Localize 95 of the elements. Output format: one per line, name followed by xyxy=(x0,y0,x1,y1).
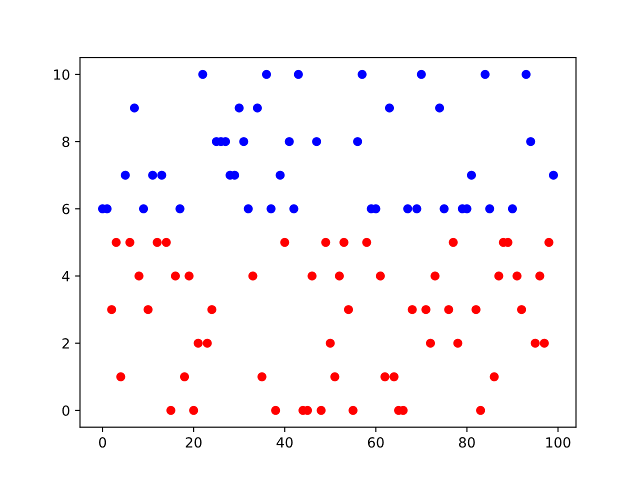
x-tick-label: 80 xyxy=(459,437,475,448)
point xyxy=(252,104,262,112)
point xyxy=(472,305,481,314)
point xyxy=(134,272,144,280)
x-tick-label: 40 xyxy=(276,437,293,448)
point xyxy=(207,305,216,314)
point xyxy=(248,272,258,280)
point xyxy=(144,305,153,314)
point xyxy=(380,372,390,382)
point xyxy=(453,338,462,348)
point xyxy=(162,238,171,247)
point xyxy=(416,70,426,79)
point xyxy=(280,238,290,247)
point xyxy=(485,204,494,214)
y-tick-label: 6 xyxy=(62,204,70,214)
point xyxy=(517,305,526,314)
point xyxy=(166,406,176,415)
point xyxy=(198,70,208,79)
point xyxy=(440,204,449,214)
point xyxy=(339,238,348,247)
point xyxy=(139,204,148,214)
point xyxy=(202,338,212,348)
point xyxy=(175,204,184,214)
point xyxy=(544,238,554,247)
point xyxy=(266,204,276,214)
x-tick-label: 60 xyxy=(368,437,384,448)
y-tick-label: 8 xyxy=(62,136,70,148)
point xyxy=(508,204,517,214)
x-tick-label: 100 xyxy=(546,437,570,448)
x-tick-label: 0 xyxy=(99,437,106,448)
y-tick-label: 10 xyxy=(54,69,70,80)
point xyxy=(130,104,139,112)
point xyxy=(116,372,126,382)
point xyxy=(262,70,272,79)
point xyxy=(344,305,353,314)
point xyxy=(490,372,499,382)
point xyxy=(294,70,303,79)
point xyxy=(316,406,326,415)
point xyxy=(312,137,322,146)
point xyxy=(189,406,198,415)
point xyxy=(358,70,367,79)
point xyxy=(448,238,458,247)
point xyxy=(535,272,544,280)
point xyxy=(330,372,340,382)
point xyxy=(194,338,203,348)
point xyxy=(421,305,430,314)
point xyxy=(348,406,358,415)
point xyxy=(548,170,558,180)
point xyxy=(466,170,476,180)
point xyxy=(180,372,190,382)
point xyxy=(321,238,330,247)
point xyxy=(234,104,244,112)
point xyxy=(308,272,317,280)
point xyxy=(362,238,372,247)
point xyxy=(412,204,422,214)
point xyxy=(403,204,412,214)
point xyxy=(430,272,440,280)
y-tick-label: 4 xyxy=(62,271,70,282)
point xyxy=(326,338,335,348)
point xyxy=(435,104,444,112)
point xyxy=(148,170,158,180)
point xyxy=(157,170,166,180)
point xyxy=(276,170,285,180)
point xyxy=(353,137,362,146)
point xyxy=(284,137,294,146)
point xyxy=(170,272,180,280)
y-tick-label: 0 xyxy=(62,405,70,416)
point xyxy=(112,238,121,247)
y-tick-label: 2 xyxy=(62,338,69,348)
point xyxy=(271,406,280,415)
point xyxy=(540,338,549,348)
point xyxy=(522,70,531,79)
point xyxy=(152,238,162,247)
point xyxy=(244,204,253,214)
point xyxy=(476,406,486,415)
point xyxy=(408,305,417,314)
point xyxy=(390,372,399,382)
point xyxy=(480,70,490,79)
point xyxy=(376,272,385,280)
point xyxy=(526,137,536,146)
point xyxy=(125,238,134,247)
point xyxy=(530,338,540,348)
point xyxy=(257,372,266,382)
point xyxy=(120,170,130,180)
point xyxy=(384,104,394,112)
point xyxy=(107,305,116,314)
x-tick-label: 20 xyxy=(186,437,202,448)
point xyxy=(239,137,248,146)
point xyxy=(444,305,454,314)
point xyxy=(426,338,435,348)
point xyxy=(184,272,194,280)
point xyxy=(289,204,298,214)
point xyxy=(494,272,504,280)
point xyxy=(334,272,344,280)
point xyxy=(512,272,522,280)
